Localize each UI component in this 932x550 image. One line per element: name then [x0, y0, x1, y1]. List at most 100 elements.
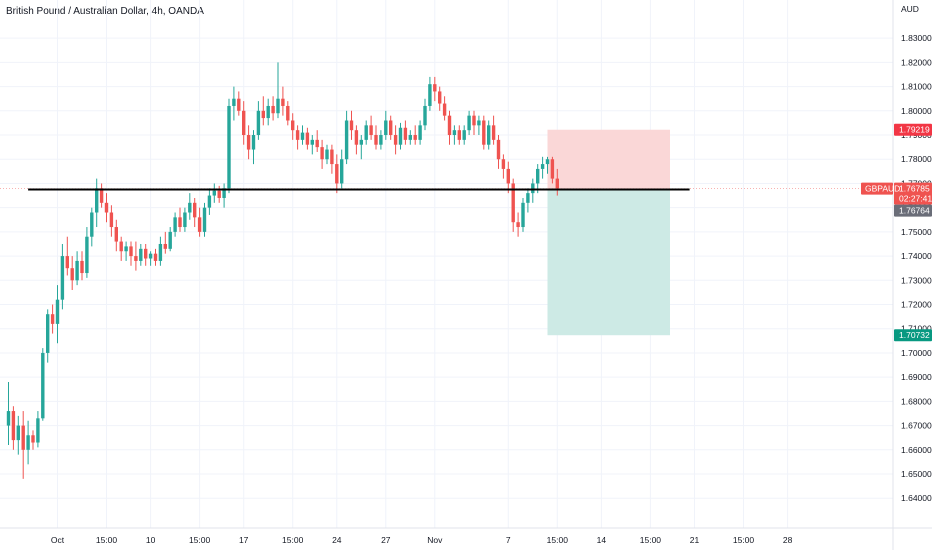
candle — [70, 256, 74, 290]
candle-body — [50, 314, 55, 324]
candle — [452, 125, 457, 145]
candle-body — [281, 98, 285, 106]
candle — [242, 101, 246, 145]
candle — [320, 139, 324, 169]
candle — [144, 243, 148, 266]
candle-body — [46, 314, 50, 353]
candle — [212, 183, 216, 203]
time-axis[interactable]: Oct 15:00 10 15:00 17 15:00 24 27 Nov 7 15:00 14 15:… — [0, 527, 932, 545]
candle — [202, 202, 207, 237]
candle-body — [438, 91, 442, 104]
candle — [227, 98, 231, 194]
candle — [531, 178, 535, 203]
candle-body — [139, 248, 143, 261]
candle — [251, 130, 256, 165]
candle-body — [90, 212, 94, 237]
candle — [349, 110, 354, 140]
candle-body — [506, 168, 510, 184]
candle — [232, 86, 236, 121]
price-tick-label: 1.83000 — [901, 33, 932, 43]
take-profit-price: 1.70732 — [899, 330, 930, 340]
candle — [222, 183, 226, 208]
candle — [526, 188, 530, 213]
candle — [369, 115, 373, 140]
candle — [433, 76, 437, 102]
candle-body — [550, 159, 555, 179]
candle-body — [320, 147, 324, 160]
current-price-badge — [894, 182, 932, 205]
stop-loss-zone — [547, 129, 670, 190]
candle-body — [36, 418, 40, 443]
grid — [0, 0, 893, 528]
price-tick-label: 1.72000 — [901, 300, 932, 310]
candle — [281, 86, 285, 116]
candle-body — [173, 217, 177, 232]
candle-body — [452, 130, 457, 136]
candle-body — [168, 231, 172, 249]
candle-body — [384, 120, 388, 136]
candle-body — [389, 120, 393, 136]
candle-body — [6, 411, 11, 426]
candle-body — [349, 120, 354, 131]
candle-body — [501, 159, 506, 169]
candle — [315, 130, 319, 152]
chart-title: British Pound / Australian Dollar, 4h, O… — [6, 6, 204, 17]
candle-body — [398, 127, 403, 145]
candle — [340, 149, 344, 189]
candle — [183, 207, 187, 232]
candle — [148, 251, 153, 266]
candle — [418, 120, 422, 145]
candle-body — [251, 135, 256, 150]
candle-body — [521, 202, 525, 228]
candle-body — [369, 125, 373, 136]
candle — [256, 101, 261, 140]
candle-body — [148, 253, 153, 259]
price-tick-label: 1.80000 — [901, 106, 932, 116]
candle-body — [531, 183, 535, 194]
candle — [261, 96, 265, 126]
candle — [413, 125, 417, 145]
candle — [36, 411, 40, 448]
stop-loss-badge — [894, 123, 932, 136]
candle — [310, 135, 314, 155]
candle-body — [482, 120, 486, 145]
candle-body — [193, 202, 197, 218]
candle-body — [526, 193, 530, 203]
candle — [124, 241, 128, 261]
candle-body — [408, 135, 412, 140]
candle-body — [266, 105, 270, 119]
candle-body — [183, 212, 187, 228]
time-tick-label: 15:00 — [640, 535, 662, 545]
candle — [276, 62, 280, 119]
candle-body — [496, 139, 501, 160]
candles — [6, 62, 559, 479]
symbol-badge — [861, 182, 893, 195]
candle — [95, 178, 99, 228]
candle-body — [202, 207, 207, 232]
candle — [555, 168, 559, 196]
candle-body — [16, 425, 20, 441]
candle — [491, 115, 496, 145]
candle — [487, 120, 491, 150]
candle — [109, 205, 114, 237]
price-tick-label: 1.81000 — [901, 82, 932, 92]
candle-body — [217, 190, 221, 198]
price-tick-label: 1.67000 — [901, 421, 932, 431]
candle-body — [291, 120, 295, 131]
candle-body — [65, 256, 69, 269]
candle — [359, 135, 363, 160]
currency-label: AUD — [901, 4, 919, 14]
candle-body — [491, 125, 496, 140]
candle-body — [55, 299, 60, 324]
candle-body — [41, 352, 45, 419]
candle-body — [232, 98, 236, 106]
candle — [6, 381, 11, 445]
candle-body — [109, 212, 114, 228]
candle — [482, 115, 486, 150]
candle — [90, 207, 94, 247]
candle — [477, 115, 481, 136]
price-axis[interactable]: AUD1.830001.820001.810001.800001.790001.… — [892, 0, 932, 550]
candle — [129, 241, 133, 266]
candle-body — [477, 120, 481, 126]
